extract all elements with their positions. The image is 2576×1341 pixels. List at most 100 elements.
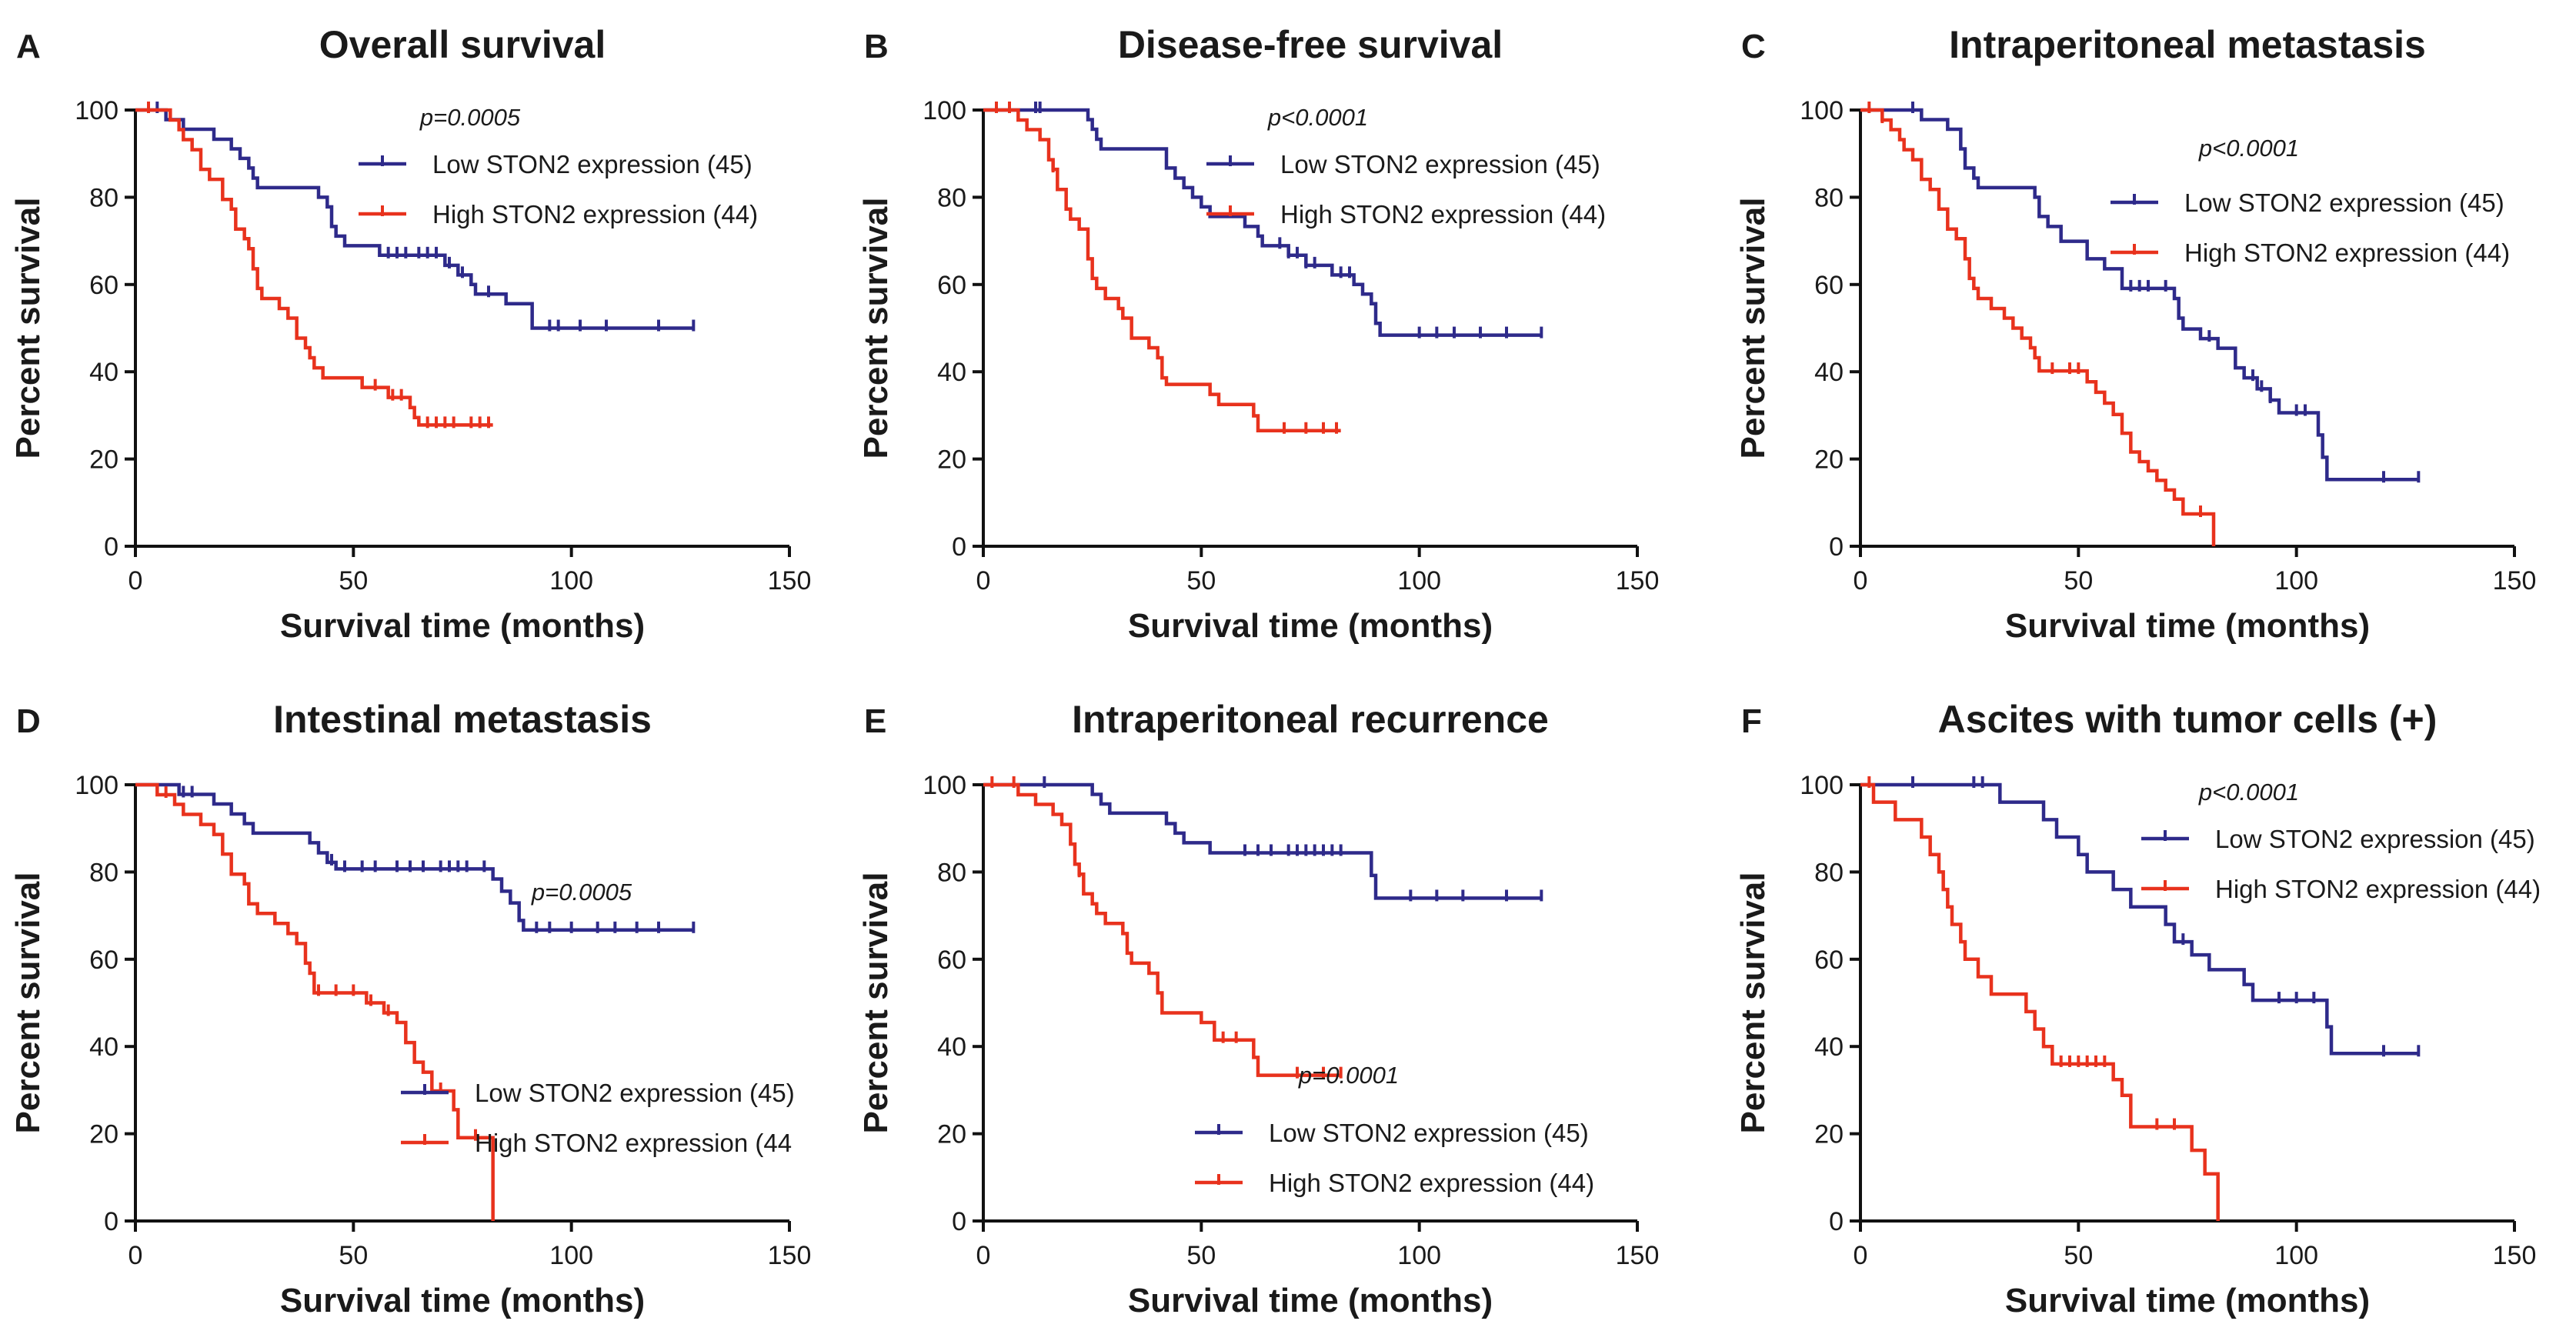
- panel-letter: D: [16, 702, 41, 740]
- km-curve-low: [1860, 108, 2419, 482]
- km-panel-c: C Intraperitoneal metastasis 0 20 40 60 80 100 0…: [1734, 23, 2536, 645]
- y-tick-label: 0: [952, 1207, 966, 1236]
- y-tick-label: 100: [1800, 771, 1844, 800]
- km-curve-low: [135, 108, 694, 330]
- y-tick-label: 60: [89, 946, 118, 975]
- x-tick-label: 150: [2493, 1241, 2537, 1270]
- km-panel-a: A Overall survival 0 20 40 60 80 100 0 50 100 150 Su…: [9, 23, 811, 645]
- y-tick-label: 0: [104, 1207, 118, 1236]
- chart-title: Intraperitoneal metastasis: [1949, 23, 2426, 66]
- y-tick-label: 20: [89, 445, 118, 475]
- legend-label-high: High STON2 expression (44: [475, 1129, 792, 1157]
- y-tick-label: 80: [1814, 858, 1844, 887]
- y-tick-label: 60: [89, 271, 118, 300]
- y-tick-label: 60: [1814, 946, 1844, 975]
- y-axis-title: Percent survival: [1734, 198, 1772, 459]
- x-tick-label: 50: [1186, 566, 1216, 595]
- chart-title: Intestinal metastasis: [273, 698, 652, 741]
- x-axis-title: Survival time (months): [2005, 1282, 2370, 1319]
- p-value: p<0.0001: [1267, 104, 1368, 131]
- legend-label-low: Low STON2 expression (45): [1269, 1119, 1589, 1147]
- x-tick-label: 0: [976, 1241, 991, 1270]
- x-tick-label: 0: [128, 1241, 143, 1270]
- x-axis-title: Survival time (months): [280, 607, 645, 645]
- x-tick-label: 100: [549, 1241, 593, 1270]
- y-tick-label: 80: [89, 183, 118, 212]
- y-tick-label: 100: [75, 771, 118, 800]
- x-tick-label: 100: [2274, 566, 2318, 595]
- panel-letter: A: [16, 28, 41, 65]
- legend-label-high: High STON2 expression (44): [432, 200, 758, 229]
- chart-title: Overall survival: [319, 23, 606, 66]
- y-tick-label: 80: [937, 858, 966, 887]
- x-tick-label: 100: [549, 566, 593, 595]
- legend-label-high: High STON2 expression (44): [2184, 239, 2510, 267]
- x-tick-label: 100: [1397, 566, 1441, 595]
- p-value: p<0.0001: [2198, 135, 2299, 162]
- x-axis-title: Survival time (months): [1128, 607, 1493, 645]
- x-tick-label: 150: [768, 566, 812, 595]
- km-curve-high: [1860, 108, 2216, 546]
- km-curve-high: [135, 782, 495, 1221]
- km-curve-high: [983, 782, 1341, 1077]
- x-axis-title: Survival time (months): [2005, 607, 2370, 645]
- y-tick-label: 60: [937, 946, 966, 975]
- y-tick-label: 100: [923, 771, 966, 800]
- km-curve-high: [983, 108, 1341, 432]
- x-axis-title: Survival time (months): [280, 1282, 645, 1319]
- legend-label-low: Low STON2 expression (45): [2184, 188, 2504, 217]
- panel-letter: F: [1741, 702, 1762, 740]
- y-tick-label: 20: [937, 445, 966, 475]
- km-curve-low: [1860, 782, 2419, 1056]
- km-panel-e: E Intraperitoneal recurrence 0 20 40 60 80 100 0…: [857, 698, 1659, 1319]
- km-panel-b: B Disease-free survival 0 20 40 60 80 100 0 50 100…: [857, 23, 1659, 645]
- chart-title: Ascites with tumor cells (+): [1938, 698, 2438, 741]
- panel-letter: E: [864, 702, 886, 740]
- x-tick-label: 150: [1616, 1241, 1660, 1270]
- km-panel-d: D Intestinal metastasis 0 20 40 60 80 100 0 50 100…: [9, 698, 811, 1319]
- p-value: p=0.0001: [1298, 1062, 1399, 1089]
- y-tick-label: 0: [1829, 1207, 1844, 1236]
- x-tick-label: 50: [339, 1241, 368, 1270]
- legend-label-low: Low STON2 expression (45): [475, 1079, 795, 1107]
- chart-title: Intraperitoneal recurrence: [1072, 698, 1549, 741]
- km-curve-high: [1860, 782, 2220, 1221]
- y-tick-label: 60: [1814, 271, 1844, 300]
- x-tick-label: 0: [1854, 1241, 1868, 1270]
- y-tick-label: 40: [937, 358, 966, 387]
- x-tick-label: 50: [2064, 1241, 2093, 1270]
- km-curve-low: [983, 782, 1542, 900]
- x-tick-label: 0: [1854, 566, 1868, 595]
- chart-title: Disease-free survival: [1118, 23, 1503, 66]
- y-tick-label: 60: [937, 271, 966, 300]
- x-tick-label: 150: [2493, 566, 2537, 595]
- km-panel-f: F Ascites with tumor cells (+) 0 20 40 60 80 10…: [1734, 698, 2541, 1319]
- legend-label-high: High STON2 expression (44): [1269, 1169, 1594, 1197]
- legend-label-high: High STON2 expression (44): [2215, 875, 2541, 903]
- y-axis-title: Percent survival: [9, 198, 47, 459]
- y-tick-label: 80: [89, 858, 118, 887]
- y-tick-label: 20: [1814, 445, 1844, 475]
- x-tick-label: 100: [1397, 1241, 1441, 1270]
- y-tick-label: 40: [89, 358, 118, 387]
- p-value: p<0.0001: [2198, 779, 2299, 806]
- p-value: p=0.0005: [419, 104, 521, 131]
- y-tick-label: 40: [937, 1032, 966, 1062]
- y-tick-label: 80: [1814, 183, 1844, 212]
- y-tick-label: 0: [952, 532, 966, 562]
- x-tick-label: 0: [128, 566, 143, 595]
- y-axis-title: Percent survival: [1734, 872, 1772, 1134]
- panel-letter: B: [864, 28, 889, 65]
- km-curve-low: [135, 782, 694, 932]
- legend-label-low: Low STON2 expression (45): [432, 150, 752, 178]
- x-tick-label: 50: [1186, 1241, 1216, 1270]
- x-tick-label: 50: [2064, 566, 2093, 595]
- y-tick-label: 40: [1814, 1032, 1844, 1062]
- legend-label-low: Low STON2 expression (45): [1280, 150, 1600, 178]
- y-tick-label: 100: [1800, 96, 1844, 125]
- y-tick-label: 100: [923, 96, 966, 125]
- y-tick-label: 100: [75, 96, 118, 125]
- x-tick-label: 150: [1616, 566, 1660, 595]
- y-tick-label: 40: [1814, 358, 1844, 387]
